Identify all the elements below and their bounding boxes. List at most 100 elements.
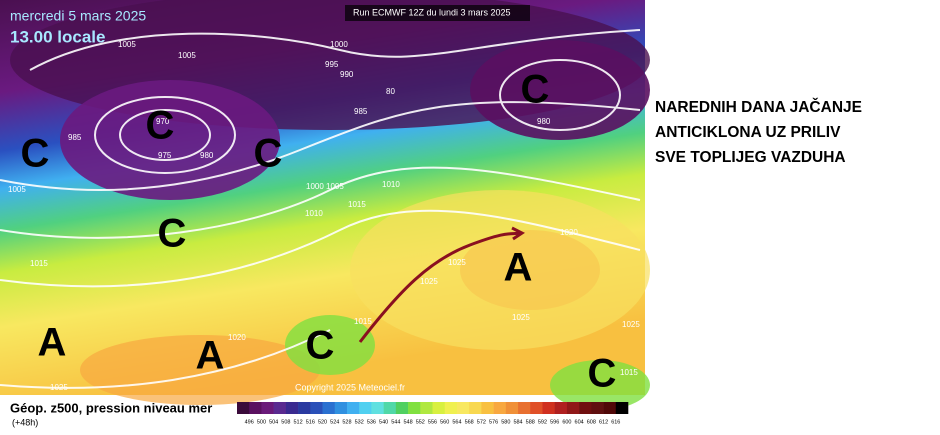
isobar-label: 985: [354, 107, 368, 116]
isobar-label: 1005: [118, 40, 136, 49]
colorbar-swatch: [579, 402, 592, 414]
colorbar-swatch: [273, 402, 287, 414]
run-info: Run ECMWF 12Z du lundi 3 mars 2025: [353, 7, 511, 17]
isobar-label: 1025: [420, 277, 438, 286]
colorbar-swatch: [285, 402, 299, 414]
colorbar-swatch: [444, 402, 458, 414]
colorbar-swatch: [530, 402, 543, 414]
pressure-system: A: [196, 334, 225, 378]
colorbar-label: 608: [587, 419, 596, 425]
colorbar-swatch: [542, 402, 555, 414]
isobar-label: 1000: [330, 40, 348, 49]
colorbar-swatch: [383, 402, 397, 414]
colorbar-label: 532: [355, 419, 364, 425]
colorbar-swatch: [469, 402, 482, 414]
colorbar-swatch: [505, 402, 519, 414]
colorbar-swatch: [603, 402, 617, 414]
colorbar-swatch: [566, 402, 580, 414]
colorbar-label: 548: [403, 419, 412, 425]
colorbar-swatch: [261, 402, 274, 414]
isobar-label: 980: [200, 151, 214, 160]
colorbar-label: 596: [550, 419, 559, 425]
headline-line: NAREDNIH DANA JAČANJE: [655, 98, 862, 116]
isobar-label: 1015: [354, 317, 372, 326]
colorbar-swatch: [310, 402, 323, 414]
colorbar-swatch: [298, 402, 311, 414]
colorbar-swatch: [408, 402, 421, 414]
colorbar-label: 528: [342, 419, 351, 425]
colorbar-swatch: [481, 402, 494, 414]
headline: NAREDNIH DANA JAČANJE ANTICIKLONA UZ PRIL…: [655, 98, 862, 166]
isobar-label: 1005: [8, 185, 26, 194]
pressure-system: C: [521, 68, 550, 112]
isobar-label: 1005: [178, 51, 196, 60]
colorbar-label: 496: [245, 419, 254, 425]
colorbar-label: 500: [257, 419, 266, 425]
colorbar-label: 584: [513, 419, 522, 425]
isobar-label: 990: [340, 70, 354, 79]
headline-line: ANTICIKLONA UZ PRILIV: [655, 124, 841, 141]
colorbar-swatch: [334, 402, 348, 414]
map-time: 13.00 locale: [10, 27, 105, 46]
isobar-label: 970: [156, 117, 170, 126]
colorbar-swatch: [615, 402, 629, 414]
colorbar-label: 612: [599, 419, 608, 425]
colorbar-label: 604: [575, 419, 584, 425]
colorbar-label: 512: [294, 419, 303, 425]
colorbar-label: 524: [330, 419, 339, 425]
colorbar: 496 500 504 508 512 516 520 524 528 532 536 540 544 5…: [237, 402, 629, 425]
colorbar-label: 544: [391, 419, 400, 425]
pressure-system: C: [254, 132, 283, 176]
isobar-label: 980: [537, 117, 551, 126]
colorbar-label: 520: [318, 419, 327, 425]
colorbar-swatch: [456, 402, 470, 414]
pressure-system: A: [38, 321, 67, 365]
colorbar-label: 552: [416, 419, 425, 425]
isobar-label: 1025: [512, 313, 530, 322]
colorbar-label: 580: [501, 419, 510, 425]
colorbar-label: 536: [367, 419, 376, 425]
isobar-label: 1015: [348, 200, 366, 209]
colorbar-label: 508: [281, 419, 290, 425]
colorbar-label: 600: [562, 419, 571, 425]
isobar-label: 985: [68, 133, 82, 142]
colorbar-label: 568: [465, 419, 474, 425]
colorbar-label: 560: [440, 419, 449, 425]
colorbar-label: 564: [452, 419, 461, 425]
isobar-label: 1020: [560, 228, 578, 237]
colorbar-label: 588: [526, 419, 535, 425]
caption-title: Géop. z500, pression niveau mer: [10, 400, 212, 415]
pressure-system: A: [504, 246, 533, 290]
colorbar-swatch: [359, 402, 372, 414]
colorbar-swatch: [371, 402, 384, 414]
isobar-label: 1025: [622, 320, 640, 329]
colorbar-label: 576: [489, 419, 498, 425]
colorbar-swatch: [554, 402, 568, 414]
colorbar-swatch: [518, 402, 531, 414]
map-date: mercredi 5 mars 2025: [10, 8, 146, 24]
isobar-label: 975: [158, 151, 172, 160]
pressure-system: C: [21, 132, 50, 176]
colorbar-label: 516: [306, 419, 315, 425]
caption-step: (+48h): [12, 417, 38, 427]
map: [0, 0, 650, 410]
colorbar-label: 540: [379, 419, 388, 425]
colorbar-swatch: [420, 402, 433, 414]
colorbar-label: 592: [538, 419, 547, 425]
colorbar-label: 572: [477, 419, 486, 425]
headline-line: SVE TOPLIJEG VAZDUHA: [655, 149, 846, 166]
colorbar-swatch: [493, 402, 507, 414]
isobar-label: 1000 1005: [306, 182, 344, 191]
isobar-label: 1010: [305, 209, 323, 218]
copyright: Copyright 2025 Meteociel.fr: [295, 382, 405, 392]
isobar-label: 1010: [382, 180, 400, 189]
pressure-system: C: [588, 352, 617, 396]
colorbar-swatch: [591, 402, 604, 414]
colorbar-label: 504: [269, 419, 278, 425]
colorbar-label: 556: [428, 419, 437, 425]
isobar-label: 1015: [620, 368, 638, 377]
pressure-system: C: [306, 324, 335, 368]
colorbar-swatch: [322, 402, 336, 414]
colorbar-swatch: [395, 402, 409, 414]
